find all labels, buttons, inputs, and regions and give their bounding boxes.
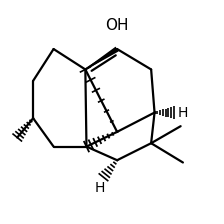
Text: H: H	[95, 181, 105, 195]
Text: OH: OH	[105, 18, 129, 33]
Text: H: H	[177, 106, 188, 120]
Polygon shape	[85, 47, 119, 70]
